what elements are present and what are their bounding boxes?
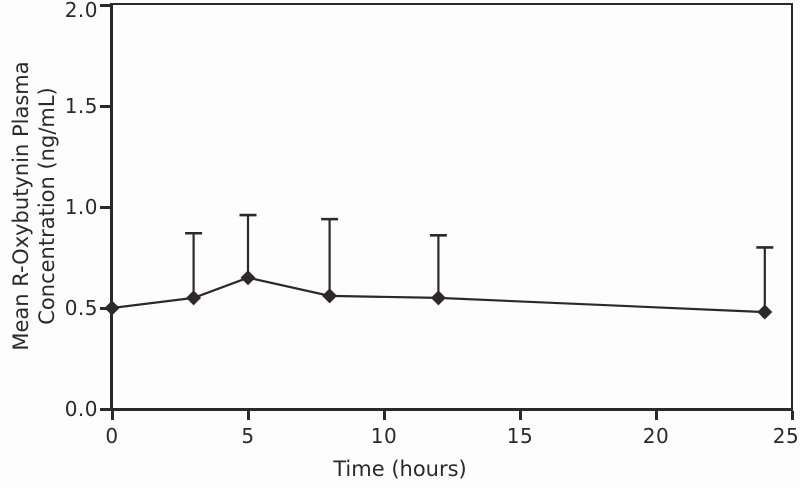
x-axis-tick-label: 25 bbox=[772, 424, 800, 448]
x-axis-tick bbox=[790, 411, 794, 420]
x-axis-tick-label: 15 bbox=[506, 424, 534, 448]
y-axis-title: Mean R-Oxybutynin Plasma Concentration (… bbox=[8, 36, 60, 376]
x-axis-tick-label: 20 bbox=[642, 424, 670, 448]
x-axis-tick-label: 5 bbox=[241, 424, 255, 448]
y-axis-tick bbox=[100, 306, 110, 310]
x-axis-tick-label: 10 bbox=[370, 424, 398, 448]
x-axis-tick bbox=[246, 411, 250, 420]
x-axis-tick bbox=[518, 411, 522, 420]
y-axis-title-line-2: Concentration (ng/mL) bbox=[35, 87, 59, 325]
y-axis-tick bbox=[100, 104, 110, 108]
y-axis-tick-label: 2.0 bbox=[64, 0, 98, 22]
plot-area bbox=[110, 3, 793, 411]
y-axis-tick bbox=[100, 407, 110, 411]
x-axis-tick bbox=[654, 411, 658, 420]
y-axis-tick-label: 1.0 bbox=[64, 195, 98, 219]
y-axis-tick-label: 0.5 bbox=[64, 296, 98, 320]
x-axis-tick bbox=[110, 411, 114, 420]
y-axis-tick-label: 1.5 bbox=[64, 94, 98, 118]
x-axis-title: Time (hours) bbox=[333, 457, 467, 481]
x-axis-tick-label: 0 bbox=[105, 424, 119, 448]
y-axis-title-line-1: Mean R-Oxybutynin Plasma bbox=[9, 61, 33, 351]
y-axis-tick-label: 0.0 bbox=[64, 397, 98, 421]
x-axis-tick bbox=[382, 411, 386, 420]
y-axis-tick bbox=[100, 205, 110, 209]
y-axis-tick bbox=[100, 3, 110, 7]
